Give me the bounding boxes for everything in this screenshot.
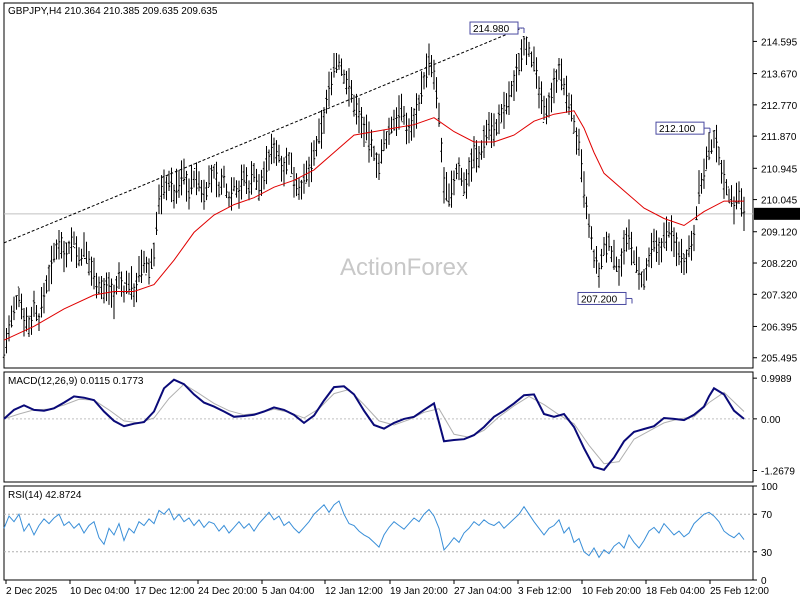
ma-line <box>3 110 744 341</box>
x-tick-label: 25 Feb 12:00 <box>710 586 769 597</box>
last-price-label: 209.635 <box>758 210 795 221</box>
macd-ytick-label: -1.2679 <box>761 467 795 478</box>
panel-frame-0 <box>3 2 754 369</box>
x-tick-label: 10 Feb 20:00 <box>582 586 641 597</box>
price-ytick-label: 209.120 <box>761 228 798 239</box>
price-ytick-label: 208.220 <box>761 259 798 270</box>
x-tick-label: 2 Dec 2025 <box>6 586 58 597</box>
x-tick-label: 19 Jan 20:00 <box>390 586 448 597</box>
annotation-label: 214.980 <box>473 24 510 35</box>
price-ytick-label: 212.770 <box>761 101 798 112</box>
price-ytick-label: 210.945 <box>761 164 798 175</box>
trendline <box>3 27 523 244</box>
annotation-label: 207.200 <box>581 294 618 305</box>
price-ytick-label: 207.320 <box>761 290 798 301</box>
x-tick-label: 18 Feb 04:00 <box>646 586 705 597</box>
rsi-line <box>3 500 745 559</box>
panel-frame-1 <box>3 371 754 483</box>
rsi-ytick-label: 30 <box>761 548 773 559</box>
macd-signal-line <box>3 383 745 465</box>
macd-ytick-label: 0.9989 <box>761 374 792 385</box>
price-ytick-label: 206.395 <box>761 322 798 333</box>
rsi-ytick-label: 0 <box>761 576 767 587</box>
x-tick-label: 24 Dec 20:00 <box>198 586 258 597</box>
x-tick-label: 27 Jan 04:00 <box>454 586 512 597</box>
annotation-label: 212.100 <box>659 124 696 135</box>
price-ytick-label: 211.870 <box>761 132 797 143</box>
watermark: ActionForex <box>340 254 468 281</box>
rsi-title: RSI(14) 42.8724 <box>8 490 82 501</box>
x-tick-label: 3 Feb 12:00 <box>518 586 572 597</box>
x-tick-label: 10 Dec 04:00 <box>70 586 130 597</box>
macd-title: MACD(12,26,9) 0.0115 0.1773 <box>8 376 144 387</box>
macd-line <box>3 378 745 471</box>
panel-frame-2 <box>3 485 754 581</box>
x-tick-label: 5 Jan 04:00 <box>262 586 315 597</box>
price-ytick-label: 213.670 <box>761 70 798 81</box>
x-tick-label: 12 Jan 12:00 <box>325 586 383 597</box>
price-ytick-label: 205.495 <box>761 354 798 365</box>
rsi-ytick-label: 70 <box>761 510 773 521</box>
rsi-ytick-label: 100 <box>761 482 778 493</box>
price-ytick-label: 210.045 <box>761 196 798 207</box>
price-header: GBPJPY,H4 210.364 210.385 209.635 209.63… <box>8 6 218 17</box>
macd-ytick-label: 0.00 <box>761 415 781 426</box>
x-tick-label: 17 Dec 12:00 <box>135 586 195 597</box>
last-price-box <box>754 207 800 220</box>
price-ytick-label: 214.595 <box>761 37 798 48</box>
price-bars <box>2 35 746 365</box>
